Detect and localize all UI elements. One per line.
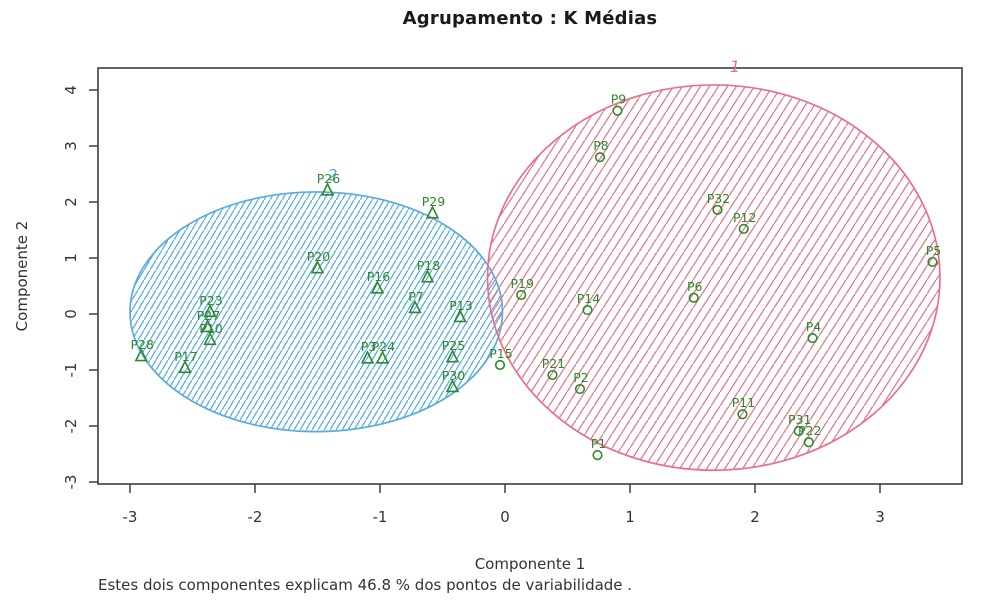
- data-point-P26-marker: [320, 182, 335, 196]
- y-tick-label: 1: [62, 253, 80, 263]
- data-point-P4-marker: [807, 332, 818, 344]
- y-tick-label: -3: [62, 475, 80, 490]
- y-tick-label: 0: [62, 309, 80, 319]
- data-point-P9-marker: [612, 105, 623, 116]
- data-point-P23-label: P23: [199, 293, 222, 308]
- data-point-P4-label: P4: [806, 319, 822, 334]
- data-point-P27-label: P27: [197, 308, 220, 323]
- data-point-P28-label: P28: [131, 337, 154, 352]
- data-point-P32-label: P32: [707, 191, 730, 206]
- data-point-P5-marker: [927, 256, 938, 268]
- data-point-P8-marker: [594, 152, 606, 163]
- chart-title: Agrupamento : K Médias: [402, 8, 658, 29]
- data-point-P7-marker: [408, 299, 422, 314]
- y-tick-label: -2: [62, 419, 80, 434]
- data-point-P12-label: P12: [733, 210, 756, 225]
- x-tick-label: 0: [500, 508, 510, 526]
- data-point-P20-label: P20: [307, 249, 330, 264]
- data-point-P16-marker: [370, 280, 385, 294]
- data-point-P1-label: P1: [591, 436, 607, 451]
- caption-subtitle: Estes dois componentes explicam 46.8 % d…: [98, 576, 633, 594]
- cluster-1-ellipse: [486, 84, 941, 472]
- y-axis-label: Componente 2: [13, 220, 31, 332]
- data-point-P3-marker: [360, 350, 375, 364]
- data-point-P15-label: P15: [489, 346, 512, 361]
- x-tick-label: -3: [123, 508, 138, 526]
- data-point-P11-label: P11: [732, 395, 755, 410]
- data-point-P15-marker: [494, 359, 506, 371]
- x-tick-label: 1: [625, 508, 635, 526]
- data-point-P31-marker: [793, 425, 804, 437]
- data-point-P30-label: P30: [442, 368, 465, 383]
- data-point-P23-marker: [203, 303, 217, 318]
- data-point-P21-marker: [547, 369, 558, 381]
- x-tick-label: -2: [248, 508, 263, 526]
- data-point-P1-marker: [592, 450, 603, 461]
- data-point-P6-marker: [688, 292, 699, 303]
- data-point-P5-label: P5: [926, 243, 942, 258]
- data-point-P2-marker: [574, 383, 586, 395]
- data-point-P14-label: P14: [577, 291, 600, 306]
- data-point-P7-label: P7: [408, 289, 424, 304]
- plot-border: [97, 67, 963, 485]
- data-point-P12-marker: [738, 223, 749, 234]
- cluster-1-label: 1: [730, 57, 740, 76]
- x-tick-label: 3: [875, 508, 885, 526]
- x-tick-label: -1: [373, 508, 388, 526]
- data-point-P10-marker: [203, 331, 217, 346]
- data-point-P29-marker: [425, 205, 440, 219]
- data-point-P3-label: P3: [361, 339, 377, 354]
- data-point-P9-label: P9: [611, 92, 627, 107]
- y-tick-label: 2: [62, 197, 80, 207]
- data-point-P17-label: P17: [174, 349, 197, 364]
- data-point-P11-marker: [737, 409, 748, 420]
- x-tick-label: 2: [750, 508, 760, 526]
- data-point-P18-marker: [420, 269, 435, 283]
- data-point-P30-marker: [445, 378, 460, 393]
- data-point-P2-label: P2: [573, 370, 589, 385]
- data-point-P25-marker: [445, 349, 460, 363]
- data-point-P26-label: P26: [317, 171, 340, 186]
- x-axis-label: Componente 1: [474, 555, 586, 573]
- data-point-P22-marker: [803, 437, 814, 448]
- data-point-P13-marker: [453, 308, 467, 323]
- data-point-P17-marker: [178, 359, 192, 374]
- y-tick-label: 4: [62, 85, 80, 95]
- data-point-P28-marker: [134, 348, 148, 362]
- data-point-P21-label: P21: [542, 356, 565, 371]
- data-point-P27-marker: [200, 318, 215, 333]
- data-point-P14-marker: [582, 304, 593, 316]
- data-point-P22-label: P22: [798, 423, 821, 438]
- data-point-P6-label: P6: [687, 279, 703, 294]
- cluster-2-label: 2: [327, 166, 337, 185]
- y-tick-label: -1: [62, 363, 80, 378]
- data-point-P10-label: P10: [199, 321, 222, 336]
- data-point-P16-label: P16: [367, 269, 390, 284]
- data-point-P24-marker: [375, 350, 390, 364]
- data-point-P24-label: P24: [372, 339, 395, 354]
- data-point-P8-label: P8: [593, 138, 609, 153]
- data-point-P18-label: P18: [417, 258, 440, 273]
- data-point-P20-marker: [310, 260, 325, 274]
- data-point-P32-marker: [712, 204, 723, 215]
- data-point-P29-label: P29: [422, 194, 445, 209]
- data-point-P25-label: P25: [442, 338, 465, 353]
- data-point-P19-marker: [516, 289, 527, 301]
- data-point-P31-label: P31: [788, 412, 811, 427]
- data-point-P13-label: P13: [449, 298, 472, 313]
- cluster-2-ellipse: [129, 191, 504, 433]
- data-point-P19-label: P19: [511, 276, 534, 291]
- y-tick-label: 3: [62, 141, 80, 151]
